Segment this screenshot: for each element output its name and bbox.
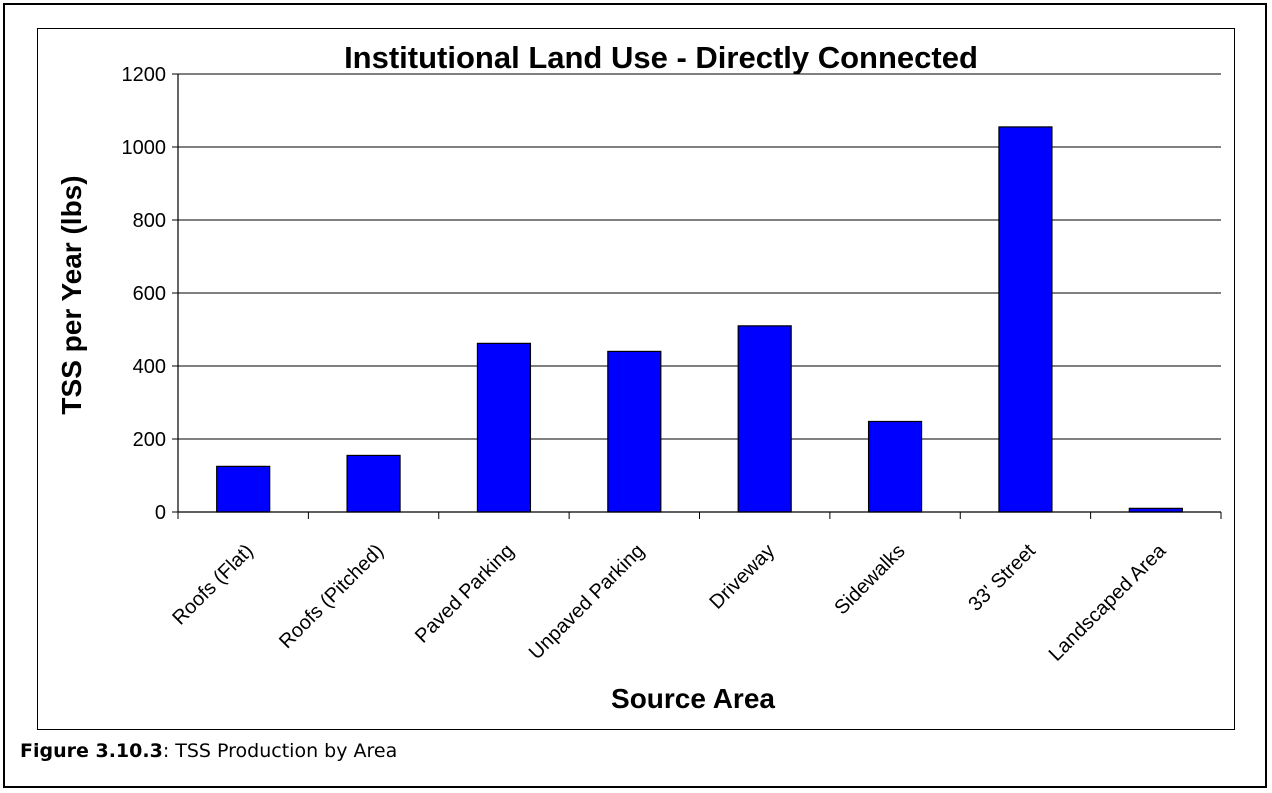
chart-title: Institutional Land Use - Directly Connec… bbox=[344, 40, 978, 75]
y-tick-label: 800 bbox=[133, 210, 166, 232]
bar bbox=[476, 342, 532, 513]
figure-frame bbox=[3, 3, 1267, 788]
y-tick-label: 200 bbox=[133, 429, 166, 451]
bar bbox=[737, 325, 792, 513]
x-axis-label: Source Area bbox=[611, 683, 775, 714]
x-tick-label: Paved Parking bbox=[411, 540, 519, 648]
x-tick-label: Driveway bbox=[706, 540, 780, 614]
x-tick-label: Unpaved Parking bbox=[525, 540, 649, 664]
x-tick-label: Landscaped Area bbox=[1045, 539, 1171, 665]
y-tick-label: 1200 bbox=[122, 64, 167, 86]
x-tick-label: 33' Street bbox=[964, 540, 1040, 616]
bars bbox=[216, 126, 1183, 513]
y-axis-label: TSS per Year (lbs) bbox=[56, 175, 87, 414]
y-tick-label: 400 bbox=[133, 356, 166, 378]
bar bbox=[607, 350, 662, 513]
x-tick-labels: Roofs (Flat) Roofs (Pitched) Paved Parking… bbox=[168, 539, 1171, 665]
gridlines bbox=[178, 73, 1221, 440]
bar bbox=[346, 454, 401, 513]
y-tick-label: 0 bbox=[155, 502, 166, 524]
x-tick-label: Roofs (Flat) bbox=[168, 540, 257, 629]
y-tick-label: 1000 bbox=[122, 137, 167, 159]
x-tick-label: Sidewalks bbox=[830, 540, 909, 619]
axes bbox=[172, 73, 1222, 519]
bar bbox=[998, 126, 1053, 513]
bar bbox=[216, 465, 271, 513]
y-tick-labels: 0 200 400 600 800 1000 1200 bbox=[122, 64, 167, 524]
y-tick-label: 600 bbox=[133, 283, 166, 305]
figure-caption: Figure 3.10.3: TSS Production by Area bbox=[20, 740, 397, 762]
chart-frame bbox=[37, 28, 1235, 730]
figure-caption-text: : TSS Production by Area bbox=[162, 740, 398, 762]
figure-caption-label: Figure 3.10.3 bbox=[20, 740, 163, 762]
bar bbox=[867, 420, 923, 513]
x-tick-label: Roofs (Pitched) bbox=[275, 540, 388, 653]
